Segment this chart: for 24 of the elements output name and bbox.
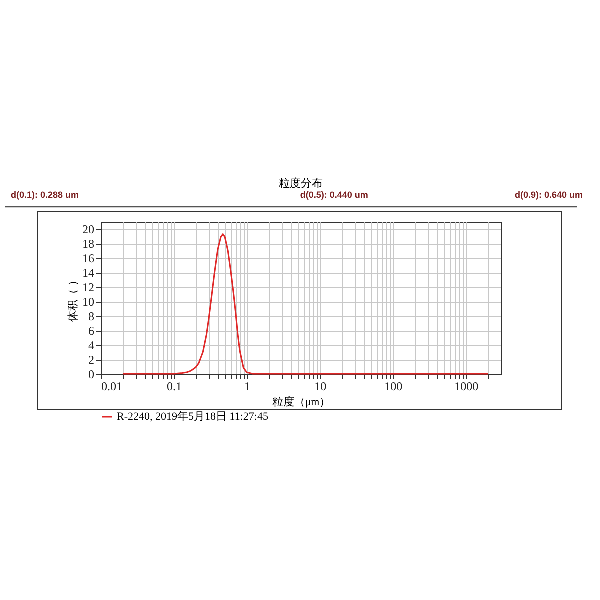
y-tick-label: 16 [82, 252, 94, 266]
text: d(0.5): 0.440 um [300, 190, 368, 200]
y-tick-label: 8 [88, 310, 94, 324]
x-tick-label: 0.01 [102, 380, 122, 394]
y-axis-title: 体积（ ） [68, 275, 80, 322]
y-tick-label: 2 [88, 353, 94, 368]
legend-label: R-2240, 2019年5月18日 11:27:45 [117, 411, 269, 423]
x-tick-label: 10 [314, 380, 327, 394]
y-tick-label: 10 [82, 295, 94, 310]
y-tick-label: 0 [88, 368, 94, 382]
x-tick-label: 1000 [454, 380, 479, 394]
y-tick-label: 12 [82, 280, 94, 295]
y-tick-label: 20 [82, 222, 94, 237]
text: d(0.1): 0.288 um [11, 190, 80, 200]
x-axis-title: 粒度（μm） [272, 396, 331, 408]
x-tick-label: 100 [384, 380, 403, 394]
y-tick-label: 6 [88, 324, 94, 338]
y-tick-label: 4 [88, 338, 94, 353]
x-tick-label: 0.1 [167, 380, 182, 394]
chart-title: 粒度分布 [279, 177, 323, 190]
x-tick-label: 1 [244, 380, 251, 394]
y-tick-label: 18 [82, 237, 94, 252]
text: d(0.9): 0.640 um [515, 190, 584, 200]
y-tick-label: 14 [82, 266, 94, 280]
